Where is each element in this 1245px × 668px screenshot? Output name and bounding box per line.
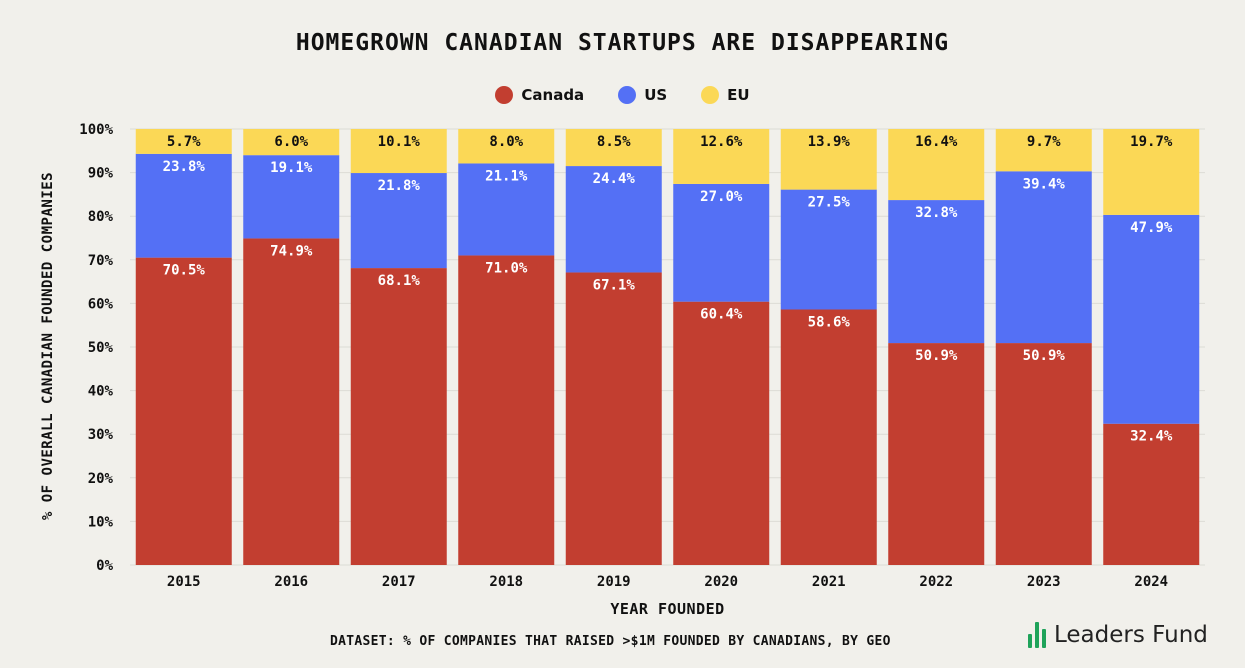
x-tick-label: 2020 <box>704 574 738 590</box>
bar-canada-2021 <box>780 309 877 565</box>
y-tick-label: 10% <box>88 514 114 530</box>
legend-label-us: US <box>644 86 668 104</box>
data-label-canada-2024: 32.4% <box>1130 429 1173 445</box>
x-tick-label: 2019 <box>597 574 631 590</box>
x-tick-label: 2018 <box>489 574 523 590</box>
data-label-eu-2021: 13.9% <box>808 134 851 150</box>
x-axis-label: YEAR FOUNDED <box>610 600 725 618</box>
data-label-eu-2016: 6.0% <box>274 134 308 150</box>
legend-item-eu: EU <box>701 86 750 104</box>
data-label-eu-2017: 10.1% <box>378 134 421 150</box>
bar-eu-2019 <box>565 129 662 167</box>
bar-canada-2018 <box>458 255 555 565</box>
y-tick-label: 30% <box>88 427 114 443</box>
x-tick-label: 2017 <box>382 574 416 590</box>
data-label-us-2016: 19.1% <box>270 160 313 176</box>
data-label-canada-2018: 71.0% <box>485 260 528 276</box>
x-tick-label: 2016 <box>274 574 308 590</box>
data-label-canada-2020: 60.4% <box>700 307 743 323</box>
y-tick-label: 20% <box>88 471 114 487</box>
y-tick-label: 80% <box>88 209 114 225</box>
legend: Canada US EU <box>0 86 1245 104</box>
legend-swatch-us <box>618 86 637 104</box>
logo-text: Leaders Fund <box>1054 622 1208 648</box>
data-label-us-2020: 27.0% <box>700 189 743 205</box>
data-label-us-2017: 21.8% <box>378 178 421 194</box>
legend-label-canada: Canada <box>521 86 585 104</box>
bar-us-2015 <box>135 153 232 258</box>
x-tick-label: 2024 <box>1134 574 1168 590</box>
legend-item-us: US <box>618 86 667 104</box>
x-tick-label: 2023 <box>1027 574 1061 590</box>
y-tick-label: 100% <box>79 122 113 138</box>
bar-us-2022 <box>888 200 985 344</box>
bar-us-2017 <box>350 173 447 269</box>
bar-canada-2024 <box>1103 423 1200 565</box>
bar-eu-2018 <box>458 129 555 164</box>
y-axis-label: % OF OVERALL CANADIAN FOUNDED COMPANIES <box>40 171 56 521</box>
bar-eu-2016 <box>243 129 340 156</box>
bar-eu-2015 <box>135 129 232 154</box>
x-tick-label: 2022 <box>919 574 953 590</box>
bar-eu-2020 <box>673 129 770 184</box>
legend-label-eu: EU <box>727 86 750 104</box>
y-tick-label: 70% <box>88 253 114 269</box>
data-label-us-2024: 47.9% <box>1130 220 1173 236</box>
bar-eu-2021 <box>780 129 877 190</box>
data-label-canada-2019: 67.1% <box>593 277 636 293</box>
data-label-eu-2018: 8.0% <box>489 134 523 150</box>
bar-eu-2024 <box>1103 129 1200 215</box>
data-label-canada-2023: 50.9% <box>1023 348 1066 364</box>
bar-eu-2023 <box>995 129 1092 172</box>
legend-swatch-eu <box>701 86 720 104</box>
bar-canada-2017 <box>350 268 447 565</box>
x-tick-label: 2015 <box>167 574 201 590</box>
x-tick-label: 2021 <box>812 574 846 590</box>
bar-canada-2022 <box>888 343 985 565</box>
data-label-us-2018: 21.1% <box>485 168 528 184</box>
data-label-canada-2017: 68.1% <box>378 273 421 289</box>
data-label-canada-2016: 74.9% <box>270 243 313 259</box>
bar-eu-2022 <box>888 129 985 201</box>
data-label-us-2022: 32.8% <box>915 205 958 221</box>
leaders-fund-logo: Leaders Fund <box>1028 622 1208 648</box>
data-label-eu-2022: 16.4% <box>915 134 958 150</box>
logo-bars-icon <box>1028 622 1046 648</box>
chart-title: HOMEGROWN CANADIAN STARTUPS ARE DISAPPEA… <box>295 30 950 56</box>
data-label-eu-2015: 5.7% <box>167 134 201 150</box>
y-tick-label: 0% <box>96 558 113 574</box>
bar-canada-2019 <box>565 272 662 565</box>
dataset-note: DATASET: % OF COMPANIES THAT RAISED >$1M… <box>330 634 891 649</box>
bar-us-2020 <box>673 183 770 302</box>
bar-canada-2020 <box>673 301 770 565</box>
data-label-us-2021: 27.5% <box>808 195 851 211</box>
data-label-canada-2015: 70.5% <box>163 263 206 279</box>
bar-canada-2016 <box>243 238 340 565</box>
y-tick-label: 40% <box>88 384 114 400</box>
bar-us-2024 <box>1103 214 1200 424</box>
data-label-us-2019: 24.4% <box>593 171 636 187</box>
bar-canada-2023 <box>995 343 1092 565</box>
bar-canada-2015 <box>135 257 232 565</box>
data-label-eu-2023: 9.7% <box>1027 134 1061 150</box>
y-tick-label: 60% <box>88 296 114 312</box>
bar-us-2019 <box>565 166 662 273</box>
data-label-eu-2020: 12.6% <box>700 134 743 150</box>
y-tick-label: 90% <box>88 166 114 182</box>
legend-item-canada: Canada <box>495 86 584 104</box>
data-label-canada-2021: 58.6% <box>808 315 851 331</box>
y-tick-label: 50% <box>88 340 114 356</box>
bar-eu-2017 <box>350 129 447 174</box>
bar-us-2016 <box>243 155 340 239</box>
legend-swatch-canada <box>495 86 514 104</box>
bar-us-2023 <box>995 171 1092 344</box>
data-label-eu-2024: 19.7% <box>1130 134 1173 150</box>
bar-us-2021 <box>780 189 877 310</box>
data-label-eu-2019: 8.5% <box>597 134 631 150</box>
bar-us-2018 <box>458 163 555 256</box>
data-label-canada-2022: 50.9% <box>915 348 958 364</box>
data-label-us-2023: 39.4% <box>1023 176 1066 192</box>
data-label-us-2015: 23.8% <box>163 159 206 175</box>
